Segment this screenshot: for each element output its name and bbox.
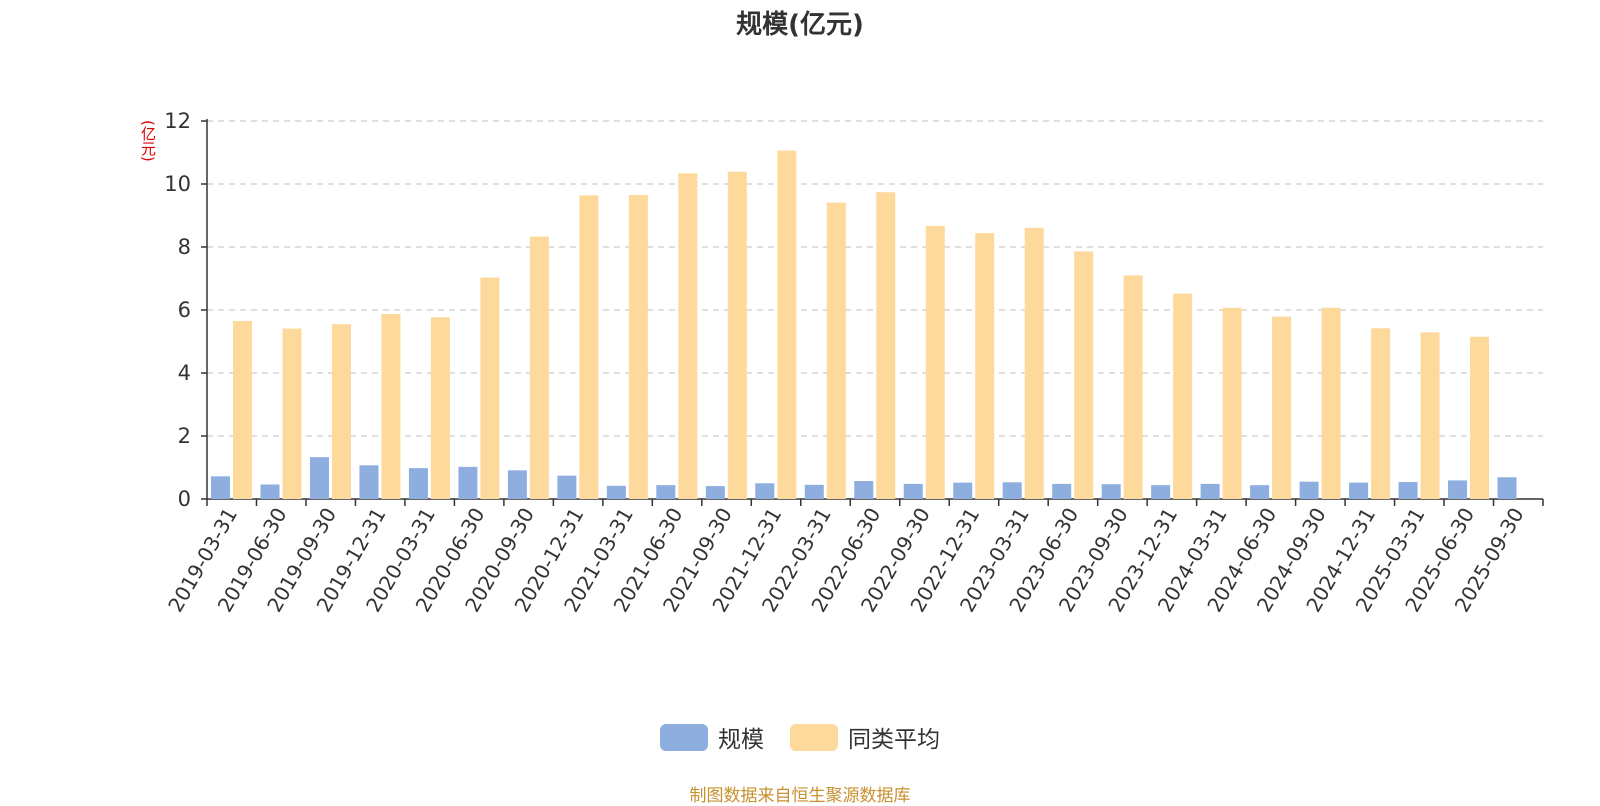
bar-peer-average	[579, 195, 599, 499]
bar-peer-average	[1272, 316, 1292, 499]
bar-peer-average	[529, 236, 549, 500]
bar-scale	[1002, 482, 1022, 499]
y-tick-label: 6	[178, 298, 191, 322]
bar-scale	[1398, 481, 1418, 499]
bar-scale	[1349, 482, 1369, 499]
legend-item-scale[interactable]: 规模	[660, 720, 764, 754]
bar-scale	[309, 457, 329, 499]
source-note: 制图数据来自恒生聚源数据库	[689, 786, 911, 806]
y-axis-unit-label: (亿元)	[139, 120, 157, 162]
legend-swatch-peer-average	[790, 723, 838, 751]
y-tick-label: 4	[178, 361, 191, 385]
bar-scale	[507, 470, 527, 499]
bar-scale	[211, 476, 230, 499]
bar-scale	[1052, 483, 1072, 499]
bar-scale	[1200, 483, 1220, 499]
y-tick-label: 0	[178, 487, 191, 511]
legend-label-peer-average: 同类平均	[848, 727, 940, 753]
bar-scale	[656, 485, 676, 499]
bar-scale	[260, 484, 280, 499]
bar-scale	[1299, 481, 1319, 499]
chart-title: 规模(亿元)	[736, 10, 864, 40]
bar-peer-average	[480, 277, 500, 499]
bar-scale	[1101, 484, 1121, 499]
bar-scale	[606, 485, 626, 499]
bar-scale	[854, 481, 874, 499]
y-tick-label: 2	[178, 424, 191, 448]
bar-peer-average	[826, 202, 846, 499]
bar-peer-average	[678, 173, 698, 500]
bar-peer-average	[233, 321, 252, 499]
bar-peer-average	[1173, 293, 1193, 499]
bar-peer-average	[876, 192, 896, 499]
y-tick-label: 8	[178, 235, 191, 259]
bar-peer-average	[727, 171, 747, 499]
bar-scale	[1448, 480, 1468, 499]
bar-peer-average	[331, 324, 351, 499]
bar-scale	[458, 466, 478, 499]
bar-peer-average	[1420, 332, 1440, 499]
bar-peer-average	[1371, 328, 1391, 499]
bar-scale	[705, 486, 725, 499]
bar-peer-average	[1222, 307, 1242, 499]
bar-peer-average	[282, 328, 302, 499]
y-tick-label: 10	[164, 172, 191, 196]
bar-peer-average	[975, 233, 995, 499]
bar-scale	[755, 483, 775, 499]
bar-scale	[408, 468, 428, 499]
bar-scale	[804, 484, 824, 499]
y-tick-label: 12	[164, 109, 191, 133]
bar-peer-average	[1074, 251, 1094, 499]
bar-peer-average	[1024, 227, 1044, 499]
legend-item-peer-average[interactable]: 同类平均	[790, 720, 940, 754]
bar-peer-average	[628, 195, 648, 499]
bar-scale	[1151, 485, 1171, 499]
bar-peer-average	[925, 225, 945, 499]
bar-scale	[1497, 477, 1517, 499]
bar-peer-average	[430, 317, 450, 499]
bar-peer-average	[1470, 336, 1490, 499]
bar-scale	[953, 482, 973, 499]
bar-scale	[903, 483, 923, 499]
legend: 规模 同类平均	[0, 720, 1600, 754]
bar-peer-average	[381, 314, 401, 499]
legend-label-scale: 规模	[718, 727, 764, 753]
bar-peer-average	[777, 150, 797, 500]
bar-chart: 0246810122019-03-312019-06-302019-09-302…	[163, 109, 1544, 616]
bar-scale	[557, 475, 577, 499]
bar-scale	[359, 465, 379, 499]
bar-peer-average	[1321, 307, 1341, 499]
legend-swatch-scale	[660, 723, 708, 751]
bar-scale	[1250, 485, 1270, 499]
bar-peer-average	[1123, 275, 1143, 499]
